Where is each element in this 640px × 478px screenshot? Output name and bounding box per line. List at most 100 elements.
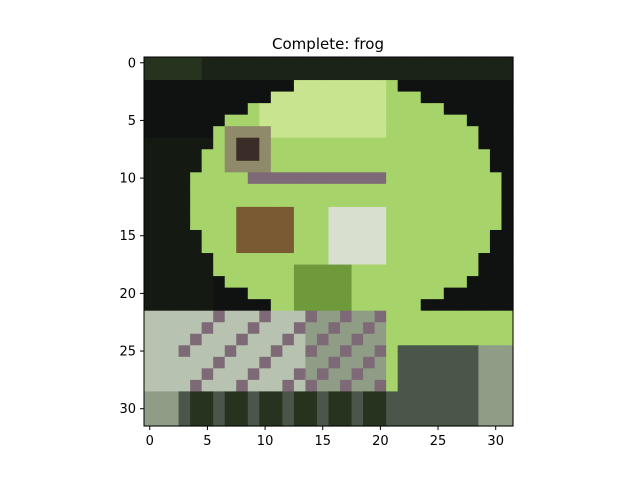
image-pixel [224,195,237,208]
image-pixel [201,183,214,196]
image-pixel [409,333,422,346]
image-pixel [305,253,318,266]
image-pixel [340,206,353,220]
image-pixel [282,276,295,289]
image-pixel [178,345,191,358]
image-pixel [293,91,307,104]
image-pixel [155,241,168,254]
image-pixel [340,414,353,427]
image-pixel [501,287,514,300]
image-pixel [409,137,422,150]
image-pixel [167,299,180,312]
image-pixel [386,241,399,254]
image-pixel [282,172,295,185]
image-pixel [190,287,203,300]
image-pixel [443,149,456,162]
image-pixel [420,310,433,323]
image-pixel [213,160,226,173]
image-pixel [213,391,226,404]
image-pixel [236,91,249,104]
image-pixel [144,172,157,185]
image-pixel [340,195,353,208]
image-pixel [155,114,168,127]
image-pixel [328,241,341,254]
image-pixel [236,229,249,243]
image-pixel [293,206,307,220]
image-pixel [316,414,330,427]
image-pixel [478,195,491,208]
image-pixel [466,160,480,173]
image-pixel [489,345,503,358]
image-pixel [328,368,341,381]
image-pixel [501,91,514,104]
image-pixel [478,241,491,254]
image-pixel [270,126,283,139]
image-pixel [374,183,387,196]
image-pixel [432,91,445,104]
image-pixel [443,195,456,208]
image-pixel [224,276,237,289]
image-pixel [259,276,272,289]
image-pixel [455,218,468,231]
image-pixel [374,80,387,93]
image-pixel [351,80,364,93]
image-pixel [213,299,226,312]
image-pixel [201,80,214,93]
image-pixel [316,402,330,416]
image-pixel [340,241,353,254]
image-pixel [489,91,503,104]
image-pixel [270,57,283,70]
image-pixel [224,149,237,162]
image-pixel [305,195,318,208]
image-pixel [432,160,445,173]
image-pixel [144,218,157,231]
image-pixel [386,137,399,150]
image-pixel [144,91,157,104]
image-pixel [316,333,330,346]
image-pixel [443,345,456,358]
image-pixel [340,137,353,150]
image-pixel [247,206,260,220]
image-pixel [409,414,422,427]
image-pixel [478,160,491,173]
image-pixel [397,103,410,116]
image-pixel [247,379,260,393]
image-pixel [247,310,260,323]
image-pixel [224,253,237,266]
image-pixel [155,264,168,277]
image-pixel [432,149,445,162]
image-pixel [489,241,503,254]
image-pixel [363,91,376,104]
image-pixel [282,91,295,104]
image-pixel [455,264,468,277]
image-pixel [397,241,410,254]
image-pixel [270,229,283,243]
image-pixel [224,57,237,70]
image-pixel [374,379,387,393]
image-pixel [293,391,307,404]
image-pixel [478,287,491,300]
image-pixel [374,218,387,231]
image-pixel [443,287,456,300]
image-pixel [213,368,226,381]
image-pixel [363,80,376,93]
image-pixel [340,287,353,300]
image-pixel [374,172,387,185]
image-pixel [432,310,445,323]
image-pixel [190,80,203,93]
image-pixel [489,322,503,335]
image-pixel [190,310,203,323]
image-pixel [501,149,514,162]
image-pixel [328,57,341,70]
image-pixel [144,379,157,393]
image-pixel [155,80,168,93]
image-pixel [224,310,237,323]
image-pixel [455,241,468,254]
image-pixel [270,333,283,346]
image-pixel [374,68,387,81]
image-pixel [282,253,295,266]
image-pixel [282,160,295,173]
image-pixel [420,103,433,116]
image-pixel [305,80,318,93]
